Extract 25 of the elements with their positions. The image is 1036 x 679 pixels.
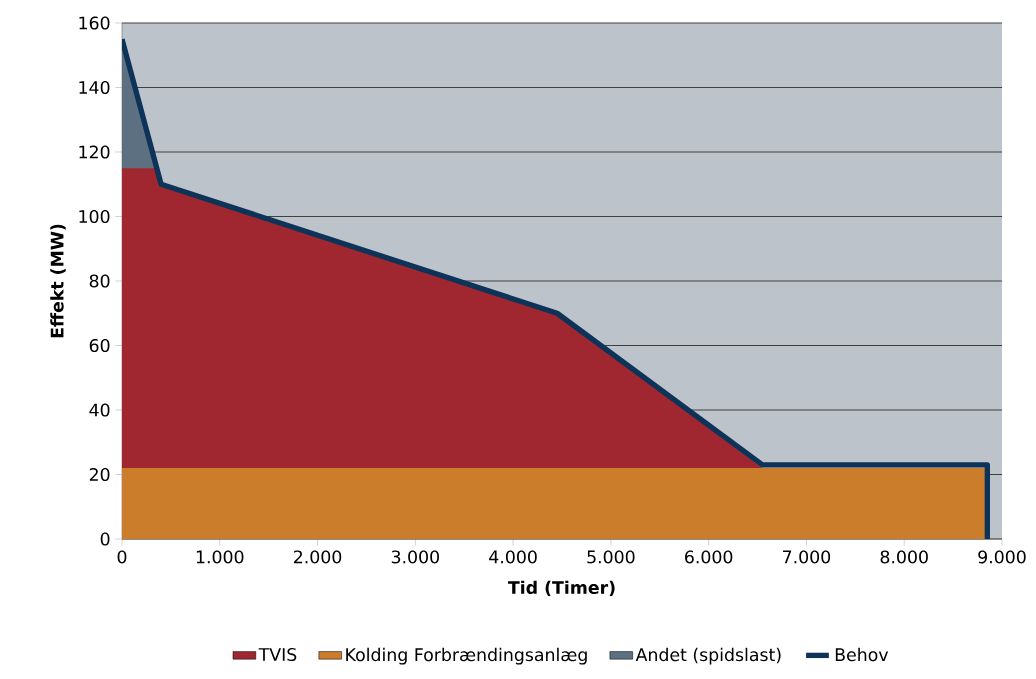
x-tick-label: 4.000 bbox=[489, 550, 537, 564]
x-tick-label: 7.000 bbox=[783, 550, 831, 564]
x-axis-title: Tid (Timer) bbox=[507, 580, 615, 597]
legend-label: Behov bbox=[835, 647, 889, 662]
y-tick-label: 20 bbox=[89, 467, 110, 482]
y-tick-label: 60 bbox=[89, 338, 110, 353]
x-tick-label: 1.000 bbox=[196, 550, 244, 564]
y-axis-title: Effekt (MW) bbox=[50, 224, 66, 338]
x-tick-label: 5.000 bbox=[587, 550, 635, 564]
x-tick-label: 8.000 bbox=[880, 550, 928, 564]
y-tick-label: 140 bbox=[79, 80, 110, 95]
y-tick-label: 160 bbox=[79, 16, 110, 30]
y-tick-label: 40 bbox=[89, 403, 110, 417]
legend-label: Kolding Forbrændingsanlæg bbox=[346, 647, 587, 665]
x-tick-label: 6.000 bbox=[685, 550, 733, 564]
x-tick-label: 9.000 bbox=[978, 550, 1026, 564]
y-tick-label: 100 bbox=[79, 209, 110, 224]
y-tick-label: 80 bbox=[89, 274, 110, 288]
y-tick-label: 0 bbox=[100, 532, 110, 546]
legend-label: TVIS bbox=[258, 647, 297, 662]
x-tick-label: 2.000 bbox=[294, 550, 342, 564]
legend-label: Andet (spidslast) bbox=[635, 647, 781, 665]
y-tick-label: 120 bbox=[79, 145, 110, 159]
x-tick-label: 0 bbox=[117, 550, 127, 564]
x-tick-label: 3.000 bbox=[391, 550, 439, 564]
